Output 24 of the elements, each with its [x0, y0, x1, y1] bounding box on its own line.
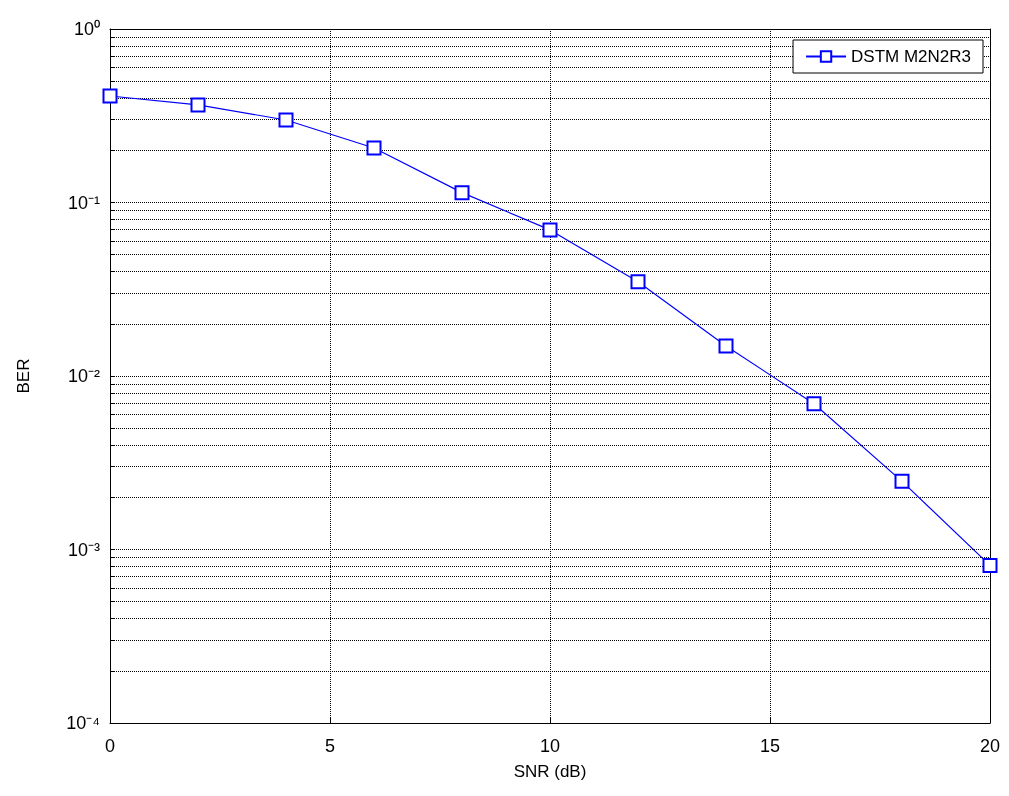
x-tick-label: 15 — [759, 736, 781, 756]
x-tick-label: 0 — [104, 736, 116, 756]
y-tick-label: 10⁻¹ — [67, 192, 101, 213]
point — [102, 88, 118, 104]
y-tick-label: 10⁰ — [73, 19, 100, 39]
x-axis-title: SNR (dB) — [513, 762, 587, 781]
point — [718, 338, 734, 354]
point — [190, 97, 206, 113]
y-axis-title: BER — [14, 358, 33, 394]
point — [542, 222, 558, 238]
point — [982, 557, 998, 573]
point — [454, 185, 470, 201]
x-tick-label: 10 — [539, 736, 561, 756]
x-tick-label: 20 — [979, 736, 1001, 756]
y-tick-label: 10⁻⁴ — [66, 713, 100, 733]
point — [630, 274, 646, 290]
point — [894, 473, 910, 489]
legend-label: DSTM M2N2R3 — [851, 47, 972, 66]
point — [278, 112, 294, 128]
y-tick-label: 10⁻³ — [67, 539, 101, 560]
point — [806, 396, 822, 412]
y-tick-label: 10⁻² — [67, 366, 101, 386]
x-tick-label: 5 — [324, 736, 336, 756]
point — [366, 140, 382, 156]
